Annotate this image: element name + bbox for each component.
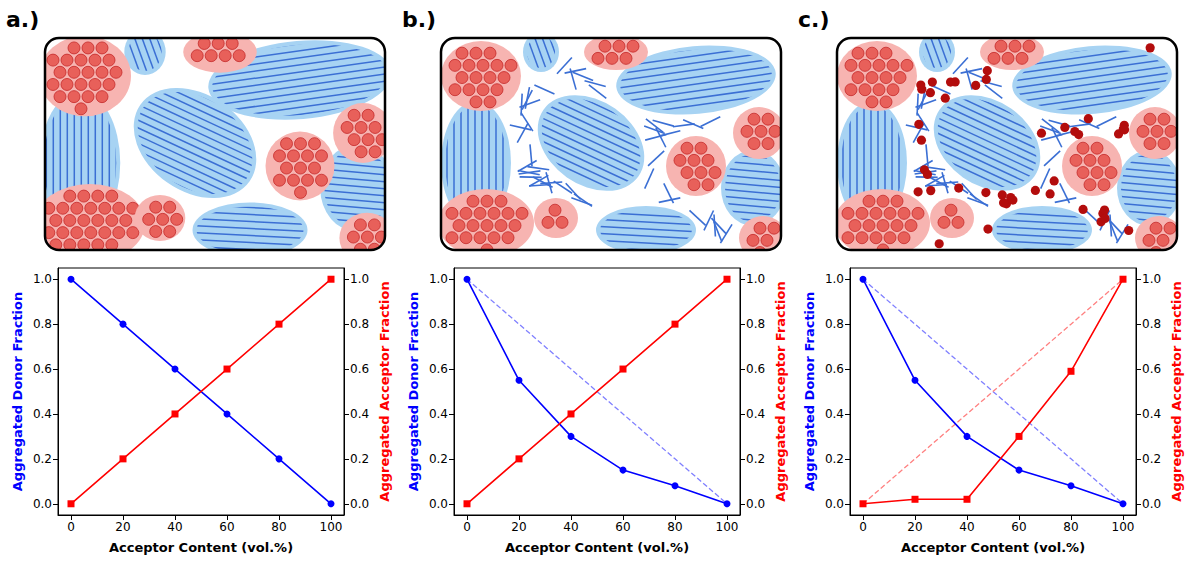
svg-text:Acceptor Content (vol.%): Acceptor Content (vol.%) [109,540,293,555]
svg-text:40: 40 [959,520,974,534]
svg-text:20: 20 [115,520,130,534]
svg-text:0.4: 0.4 [1142,407,1161,421]
svg-text:0.4: 0.4 [429,407,448,421]
svg-text:0.2: 0.2 [429,452,448,466]
svg-text:b.): b.) [402,7,436,32]
svg-text:1.0: 1.0 [429,272,448,286]
svg-text:0.2: 0.2 [350,452,369,466]
svg-text:0.6: 0.6 [825,362,844,376]
svg-text:Aggregated Acceptor Fraction: Aggregated Acceptor Fraction [773,281,788,501]
svg-text:40: 40 [563,520,578,534]
svg-text:0.4: 0.4 [350,407,369,421]
svg-text:1.0: 1.0 [33,272,52,286]
svg-text:0: 0 [859,520,867,534]
svg-text:0: 0 [463,520,471,534]
svg-text:Aggregated Acceptor Fraction: Aggregated Acceptor Fraction [1169,281,1184,501]
svg-text:100: 100 [320,520,343,534]
svg-text:a.): a.) [6,7,39,32]
svg-text:c.): c.) [798,7,829,32]
svg-text:Aggregated Donor Fraction: Aggregated Donor Fraction [10,292,25,491]
svg-text:80: 80 [667,520,682,534]
svg-text:40: 40 [167,520,182,534]
svg-text:0.8: 0.8 [429,317,448,331]
svg-text:0.6: 0.6 [33,362,52,376]
svg-text:0.8: 0.8 [746,317,765,331]
svg-text:Aggregated Donor Fraction: Aggregated Donor Fraction [802,292,817,491]
svg-text:1.0: 1.0 [350,272,369,286]
svg-text:Aggregated Acceptor Fraction: Aggregated Acceptor Fraction [377,281,392,501]
svg-text:60: 60 [219,520,234,534]
svg-text:Acceptor Content (vol.%): Acceptor Content (vol.%) [901,540,1085,555]
svg-text:1.0: 1.0 [746,272,765,286]
svg-text:1.0: 1.0 [825,272,844,286]
svg-text:0.0: 0.0 [1142,497,1161,511]
svg-text:0.0: 0.0 [746,497,765,511]
svg-text:0: 0 [67,520,75,534]
svg-text:100: 100 [716,520,739,534]
svg-text:100: 100 [1112,520,1135,534]
svg-text:0.0: 0.0 [33,497,52,511]
svg-text:0.0: 0.0 [429,497,448,511]
svg-text:0.8: 0.8 [1142,317,1161,331]
svg-text:60: 60 [1011,520,1026,534]
svg-text:0.6: 0.6 [746,362,765,376]
svg-text:0.4: 0.4 [746,407,765,421]
svg-text:0.2: 0.2 [746,452,765,466]
svg-text:0.2: 0.2 [1142,452,1161,466]
svg-text:80: 80 [271,520,286,534]
svg-text:0.6: 0.6 [429,362,448,376]
svg-text:0.2: 0.2 [825,452,844,466]
svg-text:20: 20 [907,520,922,534]
svg-text:0.8: 0.8 [33,317,52,331]
svg-text:0.6: 0.6 [350,362,369,376]
svg-text:80: 80 [1063,520,1078,534]
svg-text:0.6: 0.6 [1142,362,1161,376]
svg-text:60: 60 [615,520,630,534]
svg-text:0.2: 0.2 [33,452,52,466]
svg-text:Aggregated Donor Fraction: Aggregated Donor Fraction [406,292,421,491]
svg-text:20: 20 [511,520,526,534]
svg-text:0.8: 0.8 [825,317,844,331]
svg-text:Acceptor Content (vol.%): Acceptor Content (vol.%) [505,540,689,555]
svg-text:0.4: 0.4 [825,407,844,421]
svg-text:1.0: 1.0 [1142,272,1161,286]
svg-text:0.8: 0.8 [350,317,369,331]
svg-text:0.0: 0.0 [350,497,369,511]
svg-text:0.4: 0.4 [33,407,52,421]
svg-text:0.0: 0.0 [825,497,844,511]
